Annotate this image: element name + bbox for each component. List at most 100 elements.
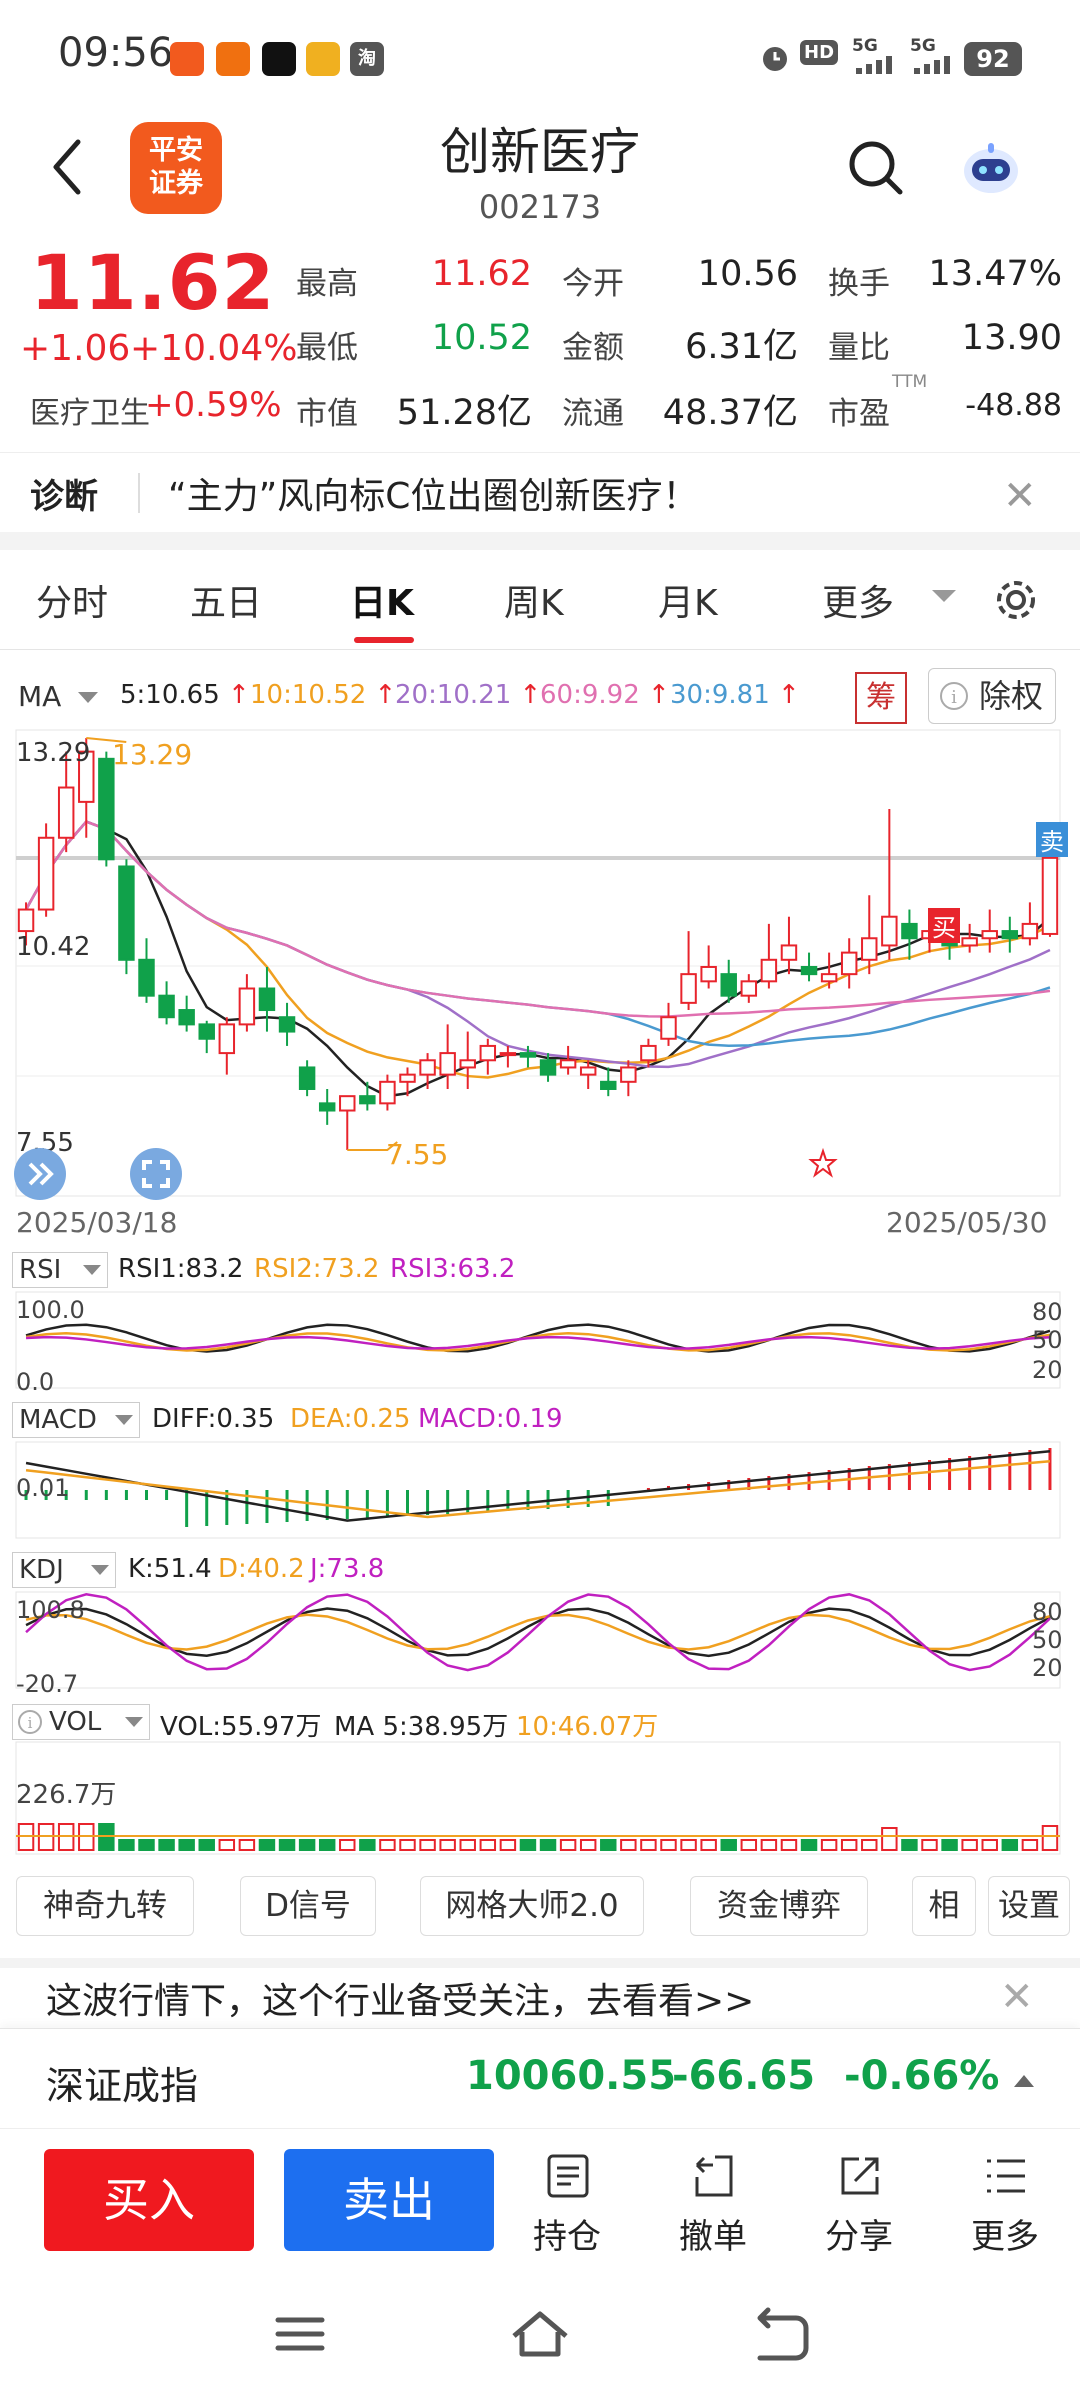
candle-body	[17, 908, 35, 933]
vol-ma5-value: MA 5:38.95万	[334, 1712, 509, 1742]
chevron-up-icon[interactable]	[1014, 2075, 1034, 2087]
price-axis-mid: 10.42	[16, 932, 91, 962]
rsi1-value: RSI1:83.2	[118, 1254, 244, 1284]
ma20-value: 20:10.21 ↑	[395, 680, 542, 710]
volume-bar	[218, 1839, 236, 1851]
rsi3-value: RSI3:63.2	[390, 1254, 516, 1284]
candle-body	[519, 1052, 537, 1058]
rsi2-value: RSI2:73.2	[254, 1254, 380, 1284]
share-button[interactable]: 分享	[804, 2153, 914, 2257]
candle-body	[318, 1102, 336, 1112]
tab-more[interactable]: 更多	[822, 583, 895, 624]
tab-five-day[interactable]: 五日	[190, 583, 263, 624]
price-panel-frame	[15, 729, 1061, 1197]
macd-selector[interactable]: MACD	[12, 1402, 140, 1438]
sell-button[interactable]: 卖出	[284, 2149, 494, 2251]
vol-panel-frame	[15, 1741, 1061, 1855]
sector-name[interactable]: 医疗卫生	[30, 396, 150, 431]
candle-body	[640, 1044, 657, 1062]
share-icon	[841, 2157, 879, 2195]
double-chevron-right-icon	[28, 1162, 54, 1186]
vol-selector[interactable]: i VOL	[12, 1704, 150, 1740]
market-cap-value: 51.28亿	[396, 393, 532, 433]
kline-chart-area[interactable]: MA 5:10.65 ↑ 10:10.52 ↑ 20:10.21 ↑ 60:9.…	[0, 650, 1080, 1856]
expand-chart-button[interactable]	[14, 1148, 66, 1200]
price-axis-high: 13.29	[16, 738, 91, 768]
volume-bar	[118, 1839, 135, 1851]
index-ticker-bar[interactable]: 深证成指 10060.55 -66.65 -0.66%	[0, 2028, 1080, 2128]
candle-body	[278, 1016, 296, 1033]
kdj-selector[interactable]: KDJ	[12, 1552, 116, 1588]
strategy-magic-nine-button[interactable]: 神奇九转	[16, 1876, 194, 1936]
more-button[interactable]: 更多	[950, 2153, 1060, 2257]
volume-bar	[981, 1839, 998, 1851]
ex-rights-button[interactable]: i 除权	[928, 668, 1056, 724]
cancel-order-button[interactable]: 撤单	[658, 2153, 768, 2257]
diagnosis-text[interactable]: “主力”风向标C位出圈创新医疗！	[168, 476, 699, 517]
macd-diff-value: DIFF:0.35	[152, 1404, 275, 1434]
buy-button[interactable]: 买入	[44, 2149, 254, 2251]
turnover-value: 13.47%	[928, 254, 1062, 294]
back-nav-icon[interactable]	[740, 2304, 820, 2364]
chip-distribution-button[interactable]: 筹	[855, 672, 907, 724]
tab-daily-k[interactable]: 日K	[350, 583, 414, 624]
ma-dropdown-icon[interactable]	[78, 692, 98, 703]
amount-label: 金额	[562, 330, 624, 366]
alarm-icon	[763, 47, 787, 71]
candle-body	[459, 1059, 476, 1069]
kline-chart-svg[interactable]	[0, 650, 1080, 1856]
position-icon	[547, 2154, 589, 2198]
volume-bar	[760, 1839, 778, 1851]
strategy-grid-master-button[interactable]: 网格大师2.0	[420, 1876, 644, 1936]
candle-body	[720, 973, 737, 997]
open-value: 10.56	[697, 254, 798, 294]
volume-bar	[921, 1839, 938, 1851]
strategy-settings-button[interactable]: 设置	[988, 1876, 1070, 1936]
hd-icon: HD	[800, 40, 839, 65]
candle-body	[258, 987, 276, 1012]
ma-label[interactable]: MA	[18, 680, 62, 713]
tab-weekly-k[interactable]: 周K	[504, 583, 564, 624]
trade-bar: 买入 卖出 持仓 撤单 分享 更多	[0, 2128, 1080, 2268]
menu-icon[interactable]	[260, 2304, 340, 2364]
promo-text[interactable]: 这波行情下，这个行业备受关注，去看看>>	[46, 1981, 755, 2022]
volume-bar	[238, 1839, 256, 1851]
volume-bar	[579, 1839, 597, 1851]
promo-banner[interactable]: 这波行情下，这个行业备受关注，去看看>> ✕	[0, 1968, 1080, 2028]
float-cap-value: 48.37亿	[662, 393, 798, 433]
rsi-selector[interactable]: RSI	[12, 1252, 108, 1288]
tab-monthly-k[interactable]: 月K	[658, 583, 718, 624]
buy-signal-marker: 买	[928, 908, 960, 943]
volume-bar	[901, 1839, 918, 1851]
home-icon[interactable]	[500, 2304, 580, 2364]
high-value: 11.62	[431, 254, 532, 294]
candle-body	[118, 865, 135, 961]
position-button[interactable]: 持仓	[512, 2153, 622, 2257]
volume-bar	[941, 1839, 958, 1851]
pingan-app-icon	[170, 42, 204, 76]
diagnosis-bar[interactable]: 诊断 “主力”风向标C位出圈创新医疗！ ✕	[0, 452, 1080, 532]
svg-text:i: i	[28, 1714, 33, 1732]
close-icon[interactable]: ✕	[1003, 473, 1037, 519]
high-marker-label: 13.29	[112, 738, 193, 771]
svg-text:i: i	[951, 687, 957, 708]
diagnosis-title: 诊断	[30, 477, 98, 517]
ma60-line	[24, 820, 1051, 1018]
fullscreen-icon	[142, 1160, 170, 1188]
strategy-d-signal-button[interactable]: D信号	[240, 1876, 376, 1936]
chevron-down-icon[interactable]	[932, 590, 956, 602]
ai-assistant-robot-icon[interactable]	[958, 135, 1024, 201]
back-button[interactable]	[40, 132, 100, 202]
tab-intraday[interactable]: 分时	[36, 583, 109, 624]
candle-body	[138, 958, 155, 997]
rsi-panel-frame	[15, 1291, 1061, 1389]
search-icon[interactable]	[846, 138, 906, 198]
close-icon[interactable]: ✕	[1000, 1974, 1034, 2020]
fullscreen-button[interactable]	[130, 1148, 182, 1200]
candle-body	[800, 965, 818, 976]
strategy-fund-game-button[interactable]: 资金博弈	[690, 1876, 868, 1936]
ma5-line	[24, 820, 1051, 1098]
candle-body	[198, 1023, 215, 1040]
gear-icon[interactable]	[990, 574, 1042, 626]
strategy-partial-button[interactable]: 相	[912, 1876, 976, 1936]
